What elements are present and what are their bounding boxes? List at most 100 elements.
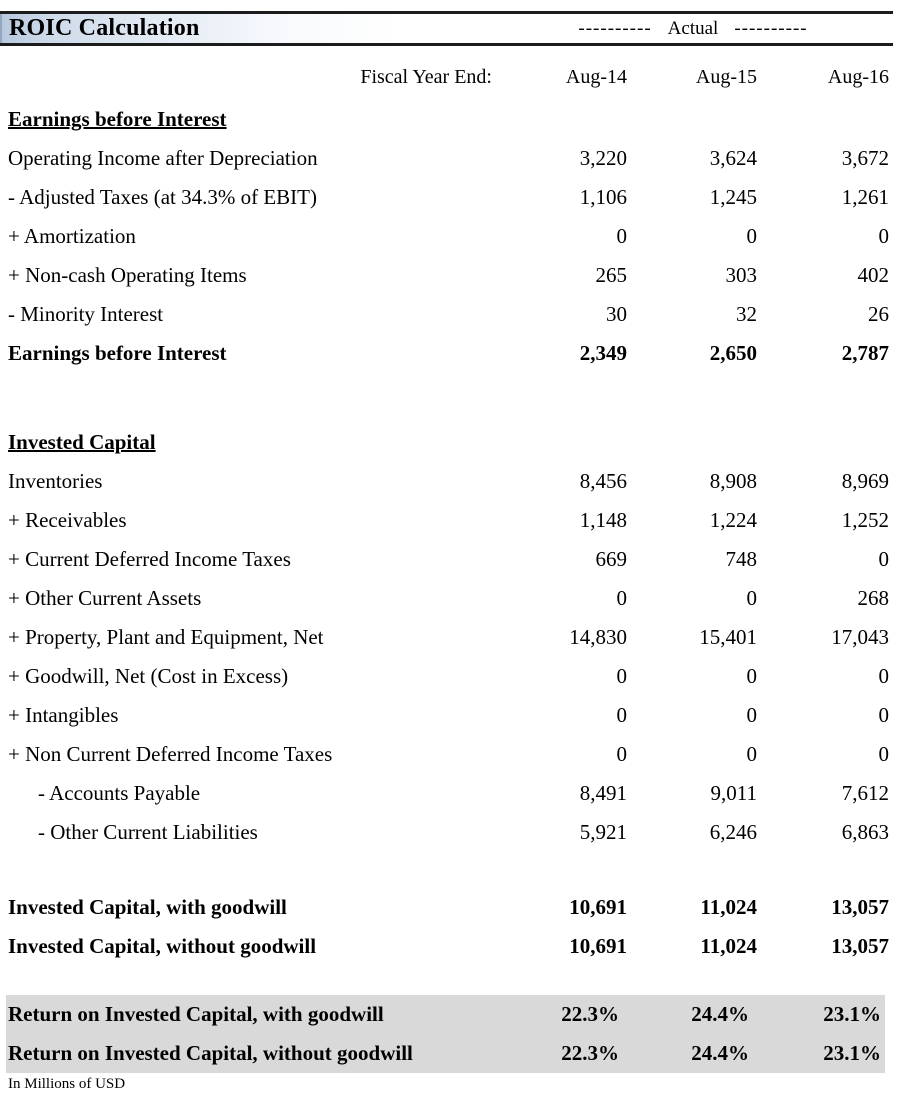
section-spacer <box>8 852 889 888</box>
cell-value: 669 <box>595 547 628 571</box>
cell-value: 1,224 <box>709 508 757 532</box>
cell-value: 2,787 <box>841 341 889 365</box>
total-row-earnings-before-interest: Earnings before Interest 2,349 2,650 2,7… <box>8 334 889 373</box>
row-label: Return on Invested Capital, without good… <box>8 1041 413 1065</box>
section-spacer <box>8 966 889 995</box>
cell-value: 6,863 <box>841 820 889 844</box>
cell-value: 2,349 <box>579 341 627 365</box>
row-label: Return on Invested Capital, with goodwil… <box>8 1002 384 1026</box>
cell-value: 5,921 <box>579 820 627 844</box>
cell-value: 7,612 <box>841 781 889 805</box>
row-label: Inventories <box>8 469 103 493</box>
cell-value: 1,106 <box>579 185 627 209</box>
row-label: + Other Current Assets <box>8 586 202 610</box>
cell-value: 0 <box>878 703 890 727</box>
roic-results-band: Return on Invested Capital, with goodwil… <box>6 995 885 1073</box>
table-row: - Minority Interest 30 32 26 <box>8 295 889 334</box>
cell-value: 265 <box>595 263 628 287</box>
cell-value: 30 <box>606 302 627 326</box>
cell-value: 0 <box>878 547 890 571</box>
table-row: - Accounts Payable 8,491 9,011 7,612 <box>8 774 889 813</box>
roic-row-without-goodwill: Return on Invested Capital, without good… <box>6 1034 881 1073</box>
cell-value: 0 <box>616 586 628 610</box>
row-label: - Accounts Payable <box>38 781 201 805</box>
column-header-aug-14: Aug-14 <box>565 66 627 88</box>
row-label: Invested Capital, without goodwill <box>8 934 317 958</box>
row-label: Earnings before Interest <box>8 341 227 365</box>
actual-label: Actual <box>667 17 719 39</box>
row-label: + Non-cash Operating Items <box>8 263 247 287</box>
row-label: + Current Deferred Income Taxes <box>8 547 291 571</box>
table-row: + Intangibles 0 0 0 <box>8 696 889 735</box>
row-label: - Other Current Liabilities <box>38 820 258 844</box>
cell-value: 32 <box>736 302 757 326</box>
table-row: + Amortization 0 0 0 <box>8 217 889 256</box>
row-label: + Amortization <box>8 224 136 248</box>
cell-value: 24.4% <box>691 1041 749 1065</box>
table-row: - Adjusted Taxes (at 34.3% of EBIT) 1,10… <box>8 178 889 217</box>
cell-value: 8,908 <box>709 469 757 493</box>
cell-value: 14,830 <box>569 625 627 649</box>
cell-value: 1,261 <box>841 185 889 209</box>
table-row: + Current Deferred Income Taxes 669 748 … <box>8 540 889 579</box>
table-row: + Receivables 1,148 1,224 1,252 <box>8 501 889 540</box>
actual-dashes-left: ---------- <box>578 17 652 39</box>
table-row: - Other Current Liabilities 5,921 6,246 … <box>8 813 889 852</box>
cell-value: 0 <box>616 742 628 766</box>
table-row: + Non-cash Operating Items 265 303 402 <box>8 256 889 295</box>
cell-value: 8,969 <box>841 469 889 493</box>
table-row: + Property, Plant and Equipment, Net 14,… <box>8 618 889 657</box>
section-spacer <box>8 373 889 423</box>
cell-value: 268 <box>857 586 890 610</box>
actual-dashes-right: ---------- <box>734 17 808 39</box>
table-row: Inventories 8,456 8,908 8,969 <box>8 462 889 501</box>
row-label: - Minority Interest <box>8 302 164 326</box>
cell-value: 0 <box>746 224 758 248</box>
cell-value: 17,043 <box>831 625 889 649</box>
cell-value: 22.3% <box>561 1002 619 1026</box>
table-row: + Goodwill, Net (Cost in Excess) 0 0 0 <box>8 657 889 696</box>
cell-value: 26 <box>868 302 889 326</box>
table-row: + Non Current Deferred Income Taxes 0 0 … <box>8 735 889 774</box>
table-row: Operating Income after Depreciation 3,22… <box>8 139 889 178</box>
cell-value: 15,401 <box>699 625 757 649</box>
total-row-invested-capital-without-goodwill: Invested Capital, without goodwill 10,69… <box>8 927 889 966</box>
header-band: ROIC Calculation ---------- Actual -----… <box>0 11 893 46</box>
cell-value: 11,024 <box>700 895 757 919</box>
table-body: Fiscal Year End: Aug-14 Aug-15 Aug-16 Ea… <box>6 58 889 1073</box>
cell-value: 303 <box>725 263 758 287</box>
cell-value: 0 <box>746 664 758 688</box>
cell-value: 23.1% <box>823 1002 881 1026</box>
cell-value: 0 <box>878 224 890 248</box>
cell-value: 1,245 <box>709 185 757 209</box>
cell-value: 11,024 <box>700 934 757 958</box>
cell-value: 3,672 <box>841 146 889 170</box>
section-title: Earnings before Interest <box>8 107 227 131</box>
units-footnote: In Millions of USD <box>8 1076 126 1092</box>
page-title: ROIC Calculation <box>9 15 200 41</box>
cell-value: 0 <box>746 742 758 766</box>
column-header-aug-16: Aug-16 <box>827 66 889 88</box>
fiscal-year-header-row: Fiscal Year End: Aug-14 Aug-15 Aug-16 <box>8 58 889 97</box>
row-label: + Property, Plant and Equipment, Net <box>8 625 324 649</box>
fiscal-year-label: Fiscal Year End: <box>360 66 492 88</box>
cell-value: 0 <box>746 703 758 727</box>
roic-row-with-goodwill: Return on Invested Capital, with goodwil… <box>6 995 881 1034</box>
cell-value: 9,011 <box>710 781 757 805</box>
title-cell: ROIC Calculation <box>0 14 430 43</box>
cell-value: 8,491 <box>579 781 627 805</box>
cell-value: 0 <box>616 224 628 248</box>
cell-value: 3,624 <box>709 146 757 170</box>
cell-value: 22.3% <box>561 1041 619 1065</box>
cell-value: 0 <box>746 586 758 610</box>
cell-value: 10,691 <box>569 895 627 919</box>
cell-value: 3,220 <box>579 146 627 170</box>
actual-header: ---------- Actual ---------- <box>497 14 889 43</box>
cell-value: 2,650 <box>709 341 757 365</box>
cell-value: 0 <box>878 742 890 766</box>
table-row: + Other Current Assets 0 0 268 <box>8 579 889 618</box>
cell-value: 6,246 <box>709 820 757 844</box>
cell-value: 0 <box>616 703 628 727</box>
cell-value: 0 <box>616 664 628 688</box>
